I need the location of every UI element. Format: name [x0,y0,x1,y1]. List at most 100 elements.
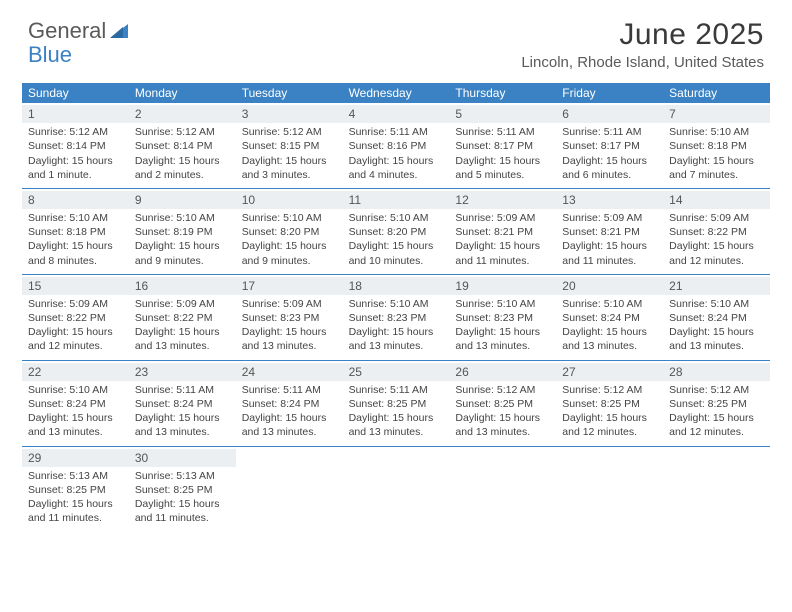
day-daylight1: Daylight: 15 hours [28,325,123,339]
day-cell: 10Sunrise: 5:10 AMSunset: 8:20 PMDayligh… [236,189,343,274]
day-number: 4 [343,105,450,123]
day-daylight2: and 11 minutes. [135,511,230,525]
day-sunset: Sunset: 8:14 PM [135,139,230,153]
day-number: 29 [22,449,129,467]
day-daylight2: and 6 minutes. [562,168,657,182]
day-sunrise: Sunrise: 5:09 AM [562,211,657,225]
day-daylight2: and 13 minutes. [455,339,550,353]
week-row: 8Sunrise: 5:10 AMSunset: 8:18 PMDaylight… [22,189,770,275]
day-cell: 15Sunrise: 5:09 AMSunset: 8:22 PMDayligh… [22,275,129,360]
weekday-header: Saturday [663,83,770,103]
weekday-header-row: SundayMondayTuesdayWednesdayThursdayFrid… [22,83,770,103]
day-sunrise: Sunrise: 5:11 AM [135,383,230,397]
day-daylight2: and 13 minutes. [669,339,764,353]
day-number: 12 [449,191,556,209]
day-cell: 8Sunrise: 5:10 AMSunset: 8:18 PMDaylight… [22,189,129,274]
day-cell: 22Sunrise: 5:10 AMSunset: 8:24 PMDayligh… [22,361,129,446]
day-daylight1: Daylight: 15 hours [242,154,337,168]
day-sunset: Sunset: 8:21 PM [455,225,550,239]
day-daylight1: Daylight: 15 hours [242,411,337,425]
weekday-header: Sunday [22,83,129,103]
day-sunrise: Sunrise: 5:11 AM [562,125,657,139]
week-row: 22Sunrise: 5:10 AMSunset: 8:24 PMDayligh… [22,361,770,447]
weekday-header: Tuesday [236,83,343,103]
day-sunrise: Sunrise: 5:12 AM [135,125,230,139]
day-cell: 13Sunrise: 5:09 AMSunset: 8:21 PMDayligh… [556,189,663,274]
day-cell: 18Sunrise: 5:10 AMSunset: 8:23 PMDayligh… [343,275,450,360]
day-sunrise: Sunrise: 5:10 AM [28,211,123,225]
day-number: 17 [236,277,343,295]
day-daylight1: Daylight: 15 hours [28,411,123,425]
day-number: 16 [129,277,236,295]
day-sunset: Sunset: 8:25 PM [669,397,764,411]
day-cell: . [556,447,663,532]
day-number: 25 [343,363,450,381]
day-daylight1: Daylight: 15 hours [455,325,550,339]
day-sunrise: Sunrise: 5:10 AM [135,211,230,225]
day-sunrise: Sunrise: 5:10 AM [669,297,764,311]
day-daylight1: Daylight: 15 hours [242,325,337,339]
day-sunset: Sunset: 8:15 PM [242,139,337,153]
day-daylight1: Daylight: 15 hours [669,325,764,339]
day-sunset: Sunset: 8:25 PM [135,483,230,497]
day-daylight2: and 2 minutes. [135,168,230,182]
day-number: 3 [236,105,343,123]
day-number: 9 [129,191,236,209]
weekday-header: Monday [129,83,236,103]
day-sunset: Sunset: 8:22 PM [669,225,764,239]
day-daylight1: Daylight: 15 hours [562,325,657,339]
day-sunset: Sunset: 8:22 PM [135,311,230,325]
day-daylight2: and 13 minutes. [28,425,123,439]
day-number: 6 [556,105,663,123]
weekday-header: Friday [556,83,663,103]
day-sunset: Sunset: 8:18 PM [28,225,123,239]
calendar-grid: SundayMondayTuesdayWednesdayThursdayFrid… [22,83,770,531]
day-cell: 14Sunrise: 5:09 AMSunset: 8:22 PMDayligh… [663,189,770,274]
day-daylight1: Daylight: 15 hours [562,239,657,253]
day-number: 14 [663,191,770,209]
day-cell: . [663,447,770,532]
day-cell: 21Sunrise: 5:10 AMSunset: 8:24 PMDayligh… [663,275,770,360]
day-daylight1: Daylight: 15 hours [669,154,764,168]
day-sunset: Sunset: 8:14 PM [28,139,123,153]
logo-triangle-icon [110,24,128,38]
day-cell: . [449,447,556,532]
day-daylight1: Daylight: 15 hours [562,411,657,425]
day-cell: 26Sunrise: 5:12 AMSunset: 8:25 PMDayligh… [449,361,556,446]
day-number: 26 [449,363,556,381]
day-cell: . [236,447,343,532]
day-daylight2: and 5 minutes. [455,168,550,182]
day-cell: 30Sunrise: 5:13 AMSunset: 8:25 PMDayligh… [129,447,236,532]
day-number: 24 [236,363,343,381]
day-number: 15 [22,277,129,295]
day-daylight2: and 13 minutes. [455,425,550,439]
day-cell: 17Sunrise: 5:09 AMSunset: 8:23 PMDayligh… [236,275,343,360]
day-number: 19 [449,277,556,295]
day-sunset: Sunset: 8:25 PM [562,397,657,411]
day-sunrise: Sunrise: 5:09 AM [28,297,123,311]
day-sunrise: Sunrise: 5:12 AM [28,125,123,139]
day-sunset: Sunset: 8:24 PM [669,311,764,325]
month-title: June 2025 [521,18,764,52]
day-sunrise: Sunrise: 5:13 AM [135,469,230,483]
weekday-header: Wednesday [343,83,450,103]
day-sunrise: Sunrise: 5:09 AM [242,297,337,311]
day-daylight1: Daylight: 15 hours [455,411,550,425]
day-daylight2: and 10 minutes. [349,254,444,268]
day-sunrise: Sunrise: 5:11 AM [455,125,550,139]
day-daylight2: and 11 minutes. [455,254,550,268]
day-daylight2: and 13 minutes. [242,425,337,439]
day-daylight1: Daylight: 15 hours [349,239,444,253]
day-sunrise: Sunrise: 5:10 AM [349,297,444,311]
day-daylight2: and 13 minutes. [562,339,657,353]
day-cell: 7Sunrise: 5:10 AMSunset: 8:18 PMDaylight… [663,103,770,188]
day-number: 28 [663,363,770,381]
day-daylight2: and 8 minutes. [28,254,123,268]
day-number: 30 [129,449,236,467]
day-daylight2: and 7 minutes. [669,168,764,182]
day-sunrise: Sunrise: 5:11 AM [349,125,444,139]
day-sunset: Sunset: 8:24 PM [242,397,337,411]
day-cell: 20Sunrise: 5:10 AMSunset: 8:24 PMDayligh… [556,275,663,360]
day-daylight2: and 12 minutes. [28,339,123,353]
day-number: 2 [129,105,236,123]
